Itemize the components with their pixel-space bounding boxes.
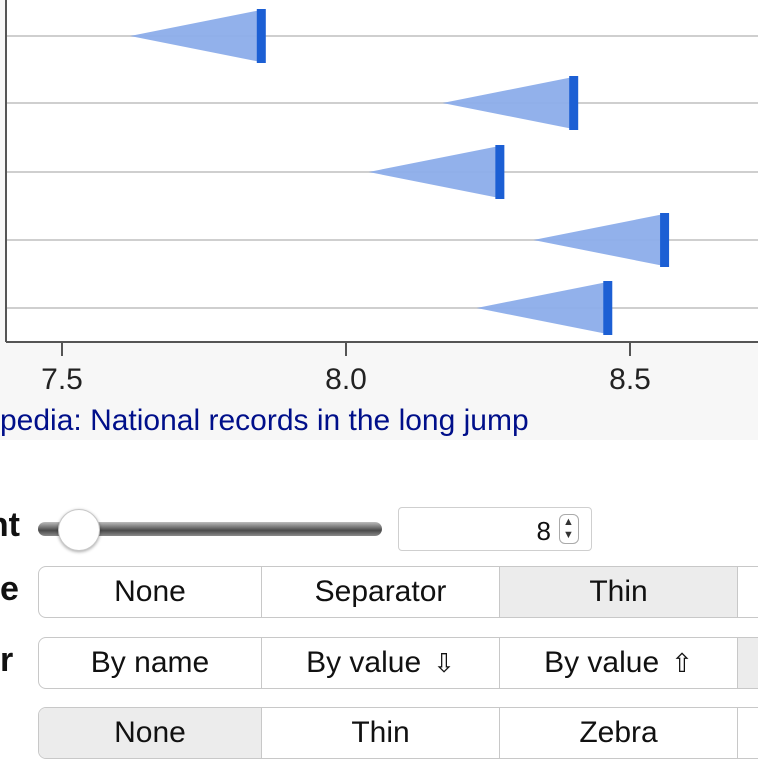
order-by-name[interactable]: By name xyxy=(39,638,262,688)
style-option-hidden[interactable] xyxy=(738,567,758,617)
order-label: r xyxy=(0,641,14,679)
style-option-label: Separator xyxy=(314,575,447,608)
range-end-bar xyxy=(603,281,613,335)
arrow-up-icon: ⇧ xyxy=(671,647,693,678)
style-segmented-control: None Separator Thin xyxy=(38,566,758,618)
style-option-thin[interactable]: Thin xyxy=(500,567,738,617)
order-option-label: By value xyxy=(544,646,660,679)
long-jump-range-chart: 7.5 8.0 8.5 xyxy=(5,0,758,396)
chevron-down-icon[interactable]: ▼ xyxy=(563,529,574,541)
range-end-bar xyxy=(495,145,505,199)
count-label: nt xyxy=(0,506,20,544)
order-option-label: By name xyxy=(90,646,210,679)
source-link[interactable]: pedia: National records in the long jump xyxy=(0,404,529,437)
stripes-segmented-control: None Thin Zebra xyxy=(38,707,758,759)
range-end-bar xyxy=(256,9,266,63)
range-arrow xyxy=(130,10,261,62)
order-by-value-asc[interactable]: By value ⇧ xyxy=(500,638,738,688)
arrow-down-icon: ⇩ xyxy=(433,647,455,678)
range-end-bar xyxy=(569,76,579,130)
order-segmented-control: By name By value ⇩ By value ⇧ xyxy=(38,637,758,689)
count-slider-track[interactable] xyxy=(38,522,382,536)
count-input[interactable]: 8 ▲ ▼ xyxy=(398,507,592,551)
range-arrow xyxy=(368,146,500,198)
stripes-option-label: Zebra xyxy=(579,716,658,749)
count-value: 8 xyxy=(536,516,551,546)
range-arrow xyxy=(476,282,608,334)
range-end-bar xyxy=(660,213,670,267)
order-option-hidden[interactable] xyxy=(738,638,758,688)
style-option-none[interactable]: None xyxy=(39,567,262,617)
range-arrow xyxy=(533,214,665,266)
chart-panel: 7.5 8.0 8.5 pedia: National records in the… xyxy=(0,0,758,437)
style-option-label: Thin xyxy=(589,575,648,608)
stripes-option-none[interactable]: None xyxy=(39,708,262,758)
x-tick-label: 8.0 xyxy=(325,363,367,396)
stripes-option-thin[interactable]: Thin xyxy=(262,708,500,758)
count-stepper[interactable]: ▲ ▼ xyxy=(559,514,579,544)
chevron-up-icon[interactable]: ▲ xyxy=(563,516,574,528)
stripes-option-hidden[interactable] xyxy=(738,708,758,758)
style-option-separator[interactable]: Separator xyxy=(262,567,500,617)
range-arrow xyxy=(442,77,574,129)
order-by-value-desc[interactable]: By value ⇩ xyxy=(262,638,500,688)
x-tick-label: 7.5 xyxy=(41,363,83,396)
order-option-label: By value xyxy=(306,646,422,679)
stripes-option-zebra[interactable]: Zebra xyxy=(500,708,738,758)
stripes-option-label: Thin xyxy=(351,716,410,749)
style-option-label: None xyxy=(114,575,186,608)
style-label: e xyxy=(0,570,19,608)
count-slider-thumb[interactable] xyxy=(58,509,100,551)
stripes-option-label: None xyxy=(114,716,186,749)
x-tick-label: 8.5 xyxy=(609,363,651,396)
